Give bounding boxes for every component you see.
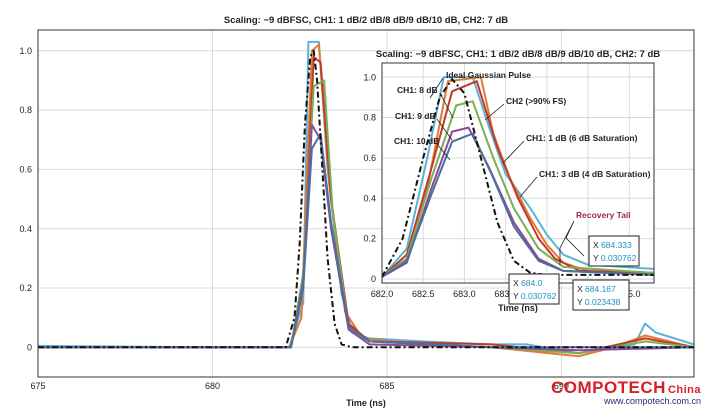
inset-y-tick-label: 1.0 <box>363 72 376 82</box>
inset-series-line-0 <box>382 76 654 278</box>
datatip-frame <box>572 279 630 311</box>
datatip-box: X 684.333 Y 0.030762 <box>588 235 640 267</box>
inset-annotation-label: CH1: 10 dB <box>394 136 439 146</box>
main-series-group <box>38 40 694 358</box>
inset-y-tick-label: 0.4 <box>363 193 376 203</box>
inset-y-tick-label: 0.8 <box>363 113 376 123</box>
main-y-tick-label: 0 <box>27 342 32 352</box>
main-x-tick-label: 685 <box>379 381 394 391</box>
inset-y-tick-label: 0.6 <box>363 153 376 163</box>
inset-series-line-6 <box>382 78 654 278</box>
main-y-tick-label: 0.4 <box>19 224 32 234</box>
inset-x-tick-label: 683.0 <box>453 289 476 299</box>
main-x-tick-label: 675 <box>30 381 45 391</box>
inset-x-tick-label: 682.0 <box>371 289 394 299</box>
inset-annotation-leader <box>439 92 454 119</box>
datatip-x: X 684.333 <box>593 240 632 250</box>
main-x-tick-label: 680 <box>205 381 220 391</box>
inset-annotation-leader <box>484 103 505 121</box>
inset-annotation-label: Ideal Gaussian Pulse <box>446 70 531 80</box>
main-x-axis-label: Time (ns) <box>346 398 386 408</box>
inset-annotation-leader <box>436 143 451 161</box>
inset-series-line-3 <box>382 100 654 278</box>
inset-annotation-leader <box>502 140 525 164</box>
datatip-y: Y 0.030762 <box>593 253 637 263</box>
datatip-box: X 684.167 Y 0.023438 <box>572 279 630 311</box>
inset-x-axis-label: Time (ns) <box>498 303 538 313</box>
watermark-logo: COMPOTECH China www.compotech.com.cn <box>551 378 701 406</box>
main-y-tick-label: 1.0 <box>19 46 32 56</box>
watermark-brand: COMPOTECH China <box>550 378 701 397</box>
main-plot-frame <box>37 29 695 378</box>
watermark-url: www.compotech.com.cn <box>603 396 701 406</box>
inset-series-line-5 <box>382 132 654 278</box>
inset-x-tick-label: 682.5 <box>412 289 435 299</box>
inset-series-group <box>382 76 654 278</box>
datatip-y: Y 0.030762 <box>513 291 557 301</box>
inset-annotation-leader <box>436 118 453 141</box>
datatip-x: X 684.0 <box>513 278 543 288</box>
inset-annotation-leader <box>429 77 444 99</box>
main-chart-title: Scaling: −9 dBFSC, CH1: 1 dB/2 dB/8 dB/9… <box>224 15 508 26</box>
datatip-x: X 684.167 <box>577 284 616 294</box>
inset-y-tick-label: 0.2 <box>363 234 376 244</box>
inset-chart: 682.0682.5683.0683.5684.0684.5685.000.20… <box>363 49 660 313</box>
inset-annotation-label: CH1: 9 dB <box>395 111 436 121</box>
main-y-tick-label: 0.8 <box>19 105 32 115</box>
inset-annotation-label: CH1: 3 dB (4 dB Saturation) <box>539 169 651 179</box>
recovery-tail-arrows <box>559 220 585 265</box>
datatip-box: X 684.0 Y 0.030762 <box>508 273 560 305</box>
inset-annotation-label: Recovery Tail <box>576 210 631 220</box>
inset-y-tick-label: 0 <box>371 274 376 284</box>
inset-annotation-label: CH1: 8 dB <box>397 85 438 95</box>
inset-chart-title: Scaling: −9 dBFSC, CH1: 1 dB/2 dB/8 dB/9… <box>376 49 660 60</box>
main-y-tick-label: 0.6 <box>19 165 32 175</box>
main-series-line-6 <box>38 49 694 349</box>
inset-annotation-label: CH2 (>90% FS) <box>506 96 566 106</box>
inset-annotation-leader <box>519 176 538 198</box>
inset-series-line-2 <box>382 80 654 278</box>
main-y-tick-label: 0.2 <box>19 283 32 293</box>
main-x-tick-label: 690 <box>554 381 569 391</box>
main-chart: 675 680 685 690 0 0.2 0.4 0.6 0.8 1.0 Scaling: −9 … <box>19 15 695 408</box>
datatip-frame <box>588 235 640 267</box>
datatip-y: Y 0.023438 <box>577 297 621 307</box>
inset-x-tick-label: 683.5 <box>494 289 517 299</box>
datatip-frame <box>508 273 560 305</box>
inset-annotation-label: CH1: 1 dB (6 dB Saturation) <box>526 133 638 143</box>
